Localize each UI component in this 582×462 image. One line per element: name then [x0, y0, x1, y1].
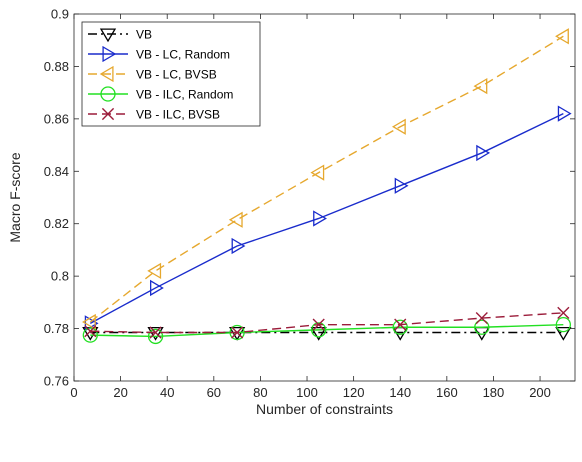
- legend-marker: [99, 28, 117, 43]
- x-tick-label: 100: [296, 385, 318, 400]
- x-tick-label: 80: [253, 385, 267, 400]
- y-tick-label: 0.86: [44, 111, 69, 126]
- data-point-5-6: [475, 311, 488, 325]
- x-tick-label: 160: [436, 385, 458, 400]
- data-point-1-3: [228, 326, 246, 341]
- data-point-4-5: [392, 319, 408, 335]
- series-line-4: [90, 323, 564, 338]
- data-point-4-4: [311, 322, 327, 338]
- y-tick-label: 0.8: [51, 269, 69, 284]
- series-line-2: [89, 112, 564, 324]
- y-axis-label: Macro F-score: [7, 152, 23, 242]
- y-tick-label: 0.76: [44, 374, 69, 389]
- legend-label: VB - ILC, BVSB: [136, 108, 220, 122]
- legend: VB VB - LC, Random VB - LC, BVSB VB - ILC, …: [81, 21, 261, 127]
- x-tick-label: 40: [160, 385, 174, 400]
- legend-entry-3: VB - LC, BVSB: [88, 65, 217, 83]
- legend-entry-4: VB - ILC, Random: [88, 86, 233, 102]
- data-point-5-1: [84, 325, 97, 338]
- legend-label: VB - ILC, Random: [136, 88, 233, 102]
- data-point-3-6: [473, 77, 488, 95]
- legend-marker: [101, 107, 115, 121]
- legend-label: VB: [136, 28, 152, 42]
- data-point-3-4: [310, 164, 325, 181]
- series-line-3: [89, 35, 564, 323]
- legend-entry-2: VB - LC, Random: [88, 45, 230, 63]
- x-tick-label: 120: [343, 385, 365, 400]
- data-point-4-1: [82, 327, 98, 343]
- series-layer: [82, 28, 572, 345]
- data-point-3-5: [391, 118, 406, 135]
- x-tick-label: 20: [113, 385, 127, 400]
- data-point-5-3: [231, 326, 244, 339]
- x-tick-label: 200: [529, 385, 551, 400]
- data-point-2-2: [150, 279, 164, 297]
- data-point-1-4: [310, 326, 327, 341]
- y-tick-label: 0.82: [44, 216, 69, 231]
- legend-label: VB - LC, Random: [136, 48, 230, 62]
- x-tick-label: 180: [483, 385, 505, 400]
- y-tick-label: 0.88: [44, 59, 69, 74]
- legend-marker: [102, 45, 117, 63]
- y-tick-label: 0.9: [51, 7, 69, 22]
- x-axis-label: Number of constraints: [256, 401, 393, 417]
- data-point-2-5: [394, 177, 409, 194]
- series-4: [82, 316, 571, 345]
- legend-box: [81, 21, 261, 127]
- axes-layer: 0 20 40 60 80 100 120 140 160 180 200 0.76 0.78 0.8 0.…: [44, 7, 576, 400]
- x-tick-label: 140: [389, 385, 411, 400]
- legend-entry-5: VB - ILC, BVSB: [88, 108, 220, 122]
- data-point-3-3: [228, 211, 243, 228]
- legend-marker: [99, 65, 114, 83]
- data-point-4-7: [555, 316, 571, 333]
- y-tick-label: 0.78: [44, 321, 69, 336]
- data-point-2-6: [476, 144, 491, 162]
- data-point-4-3: [229, 324, 245, 341]
- data-point-5-7: [557, 306, 570, 319]
- legend-entry-1: VB: [88, 28, 152, 43]
- data-point-2-7: [557, 105, 572, 122]
- data-point-5-2: [149, 326, 162, 339]
- data-point-3-7: [555, 28, 569, 45]
- data-point-3-1: [82, 313, 96, 331]
- x-tick-label: 60: [207, 385, 221, 400]
- x-tick-label: 0: [70, 385, 77, 400]
- series-5: [84, 306, 570, 339]
- data-point-2-4: [313, 210, 327, 227]
- data-point-4-2: [147, 328, 164, 345]
- series-3: [82, 28, 569, 331]
- series-2: [84, 105, 572, 332]
- data-point-3-2: [147, 262, 162, 280]
- data-point-1-7: [555, 326, 572, 341]
- axes-frame: [73, 13, 576, 382]
- y-tick-label: 0.84: [44, 164, 69, 179]
- data-point-2-3: [231, 237, 246, 255]
- data-point-5-5: [394, 318, 407, 331]
- data-point-4-6: [474, 319, 490, 335]
- legend-marker: [100, 86, 116, 102]
- legend-label: VB - LC, BVSB: [136, 68, 217, 82]
- data-point-5-4: [312, 318, 325, 331]
- data-point-1-2: [147, 326, 164, 341]
